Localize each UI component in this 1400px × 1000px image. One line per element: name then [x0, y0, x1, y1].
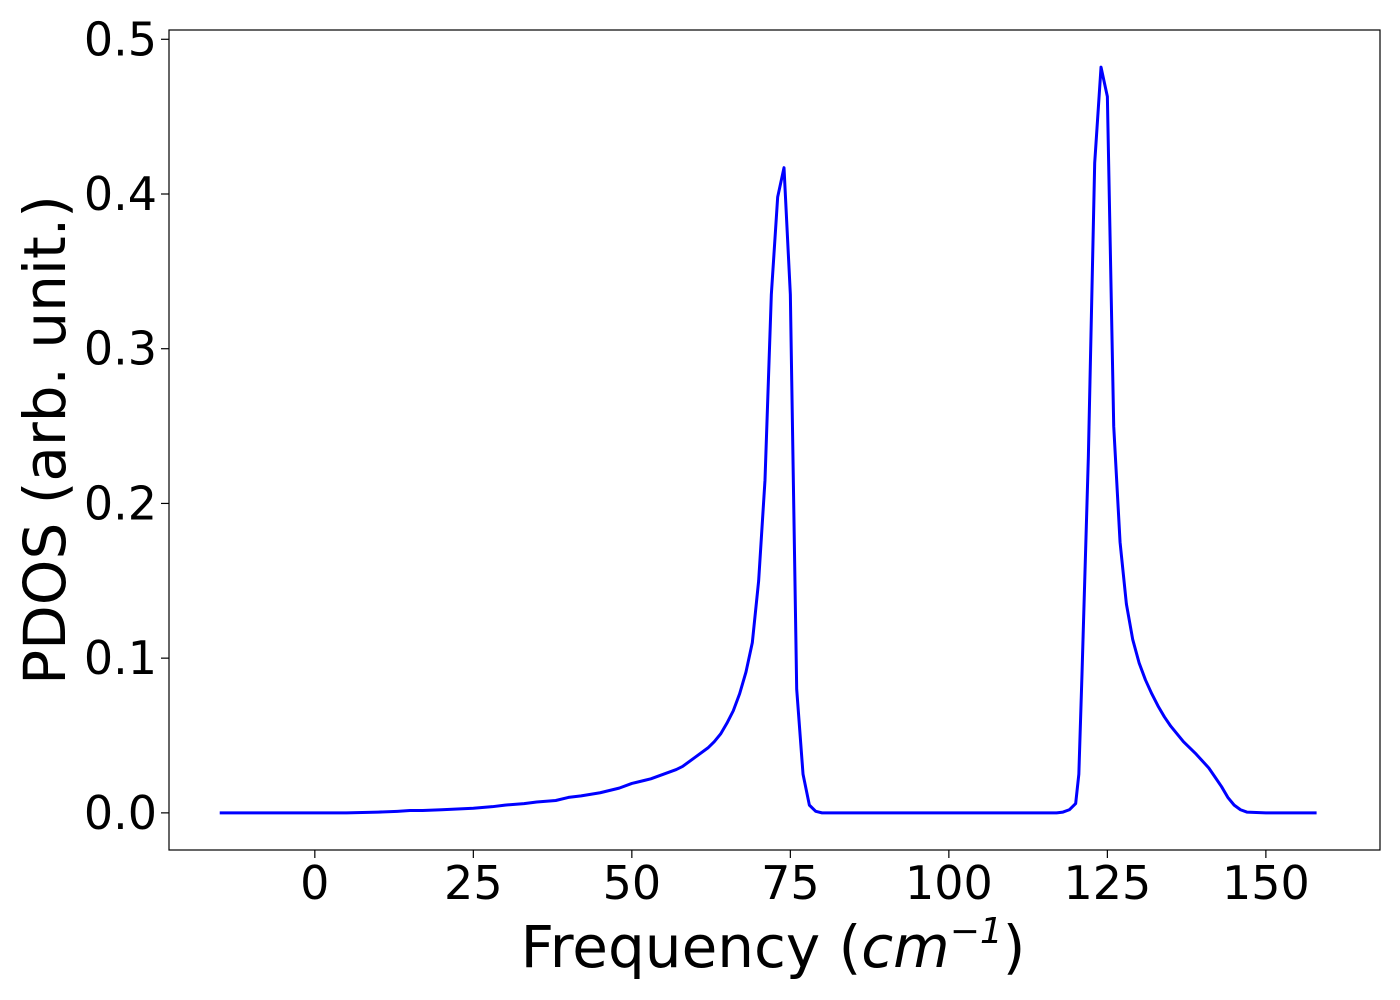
x-tick-label: 50 — [603, 856, 662, 910]
x-axis-ticks: 0 25 50 75 100 125 150 — [300, 850, 1310, 910]
y-tick-label: 0.4 — [84, 167, 157, 221]
y-tick-label: 0.1 — [84, 631, 157, 685]
x-tick-label: 25 — [444, 856, 503, 910]
x-tick-label: 125 — [1063, 856, 1151, 910]
y-axis-ticks: 0.0 0.1 0.2 0.3 0.4 0.5 — [84, 12, 169, 840]
x-tick-label: 75 — [761, 856, 820, 910]
plot-frame — [168, 29, 1381, 851]
series-line-0 — [219, 65, 1317, 815]
x-tick-label: 100 — [905, 856, 993, 910]
y-tick-label: 0.3 — [84, 322, 157, 376]
y-tick-label: 0.2 — [84, 476, 157, 530]
y-tick-label: 0.0 — [84, 786, 157, 840]
x-tick-label: 0 — [300, 856, 329, 910]
y-tick-label: 0.5 — [84, 12, 157, 66]
plot-area — [168, 29, 1381, 851]
x-tick-label: 150 — [1222, 856, 1310, 910]
x-axis-label: Frequency (cm−1) — [521, 911, 1026, 981]
y-axis-label: PDOS (arb. unit.) — [11, 195, 79, 685]
